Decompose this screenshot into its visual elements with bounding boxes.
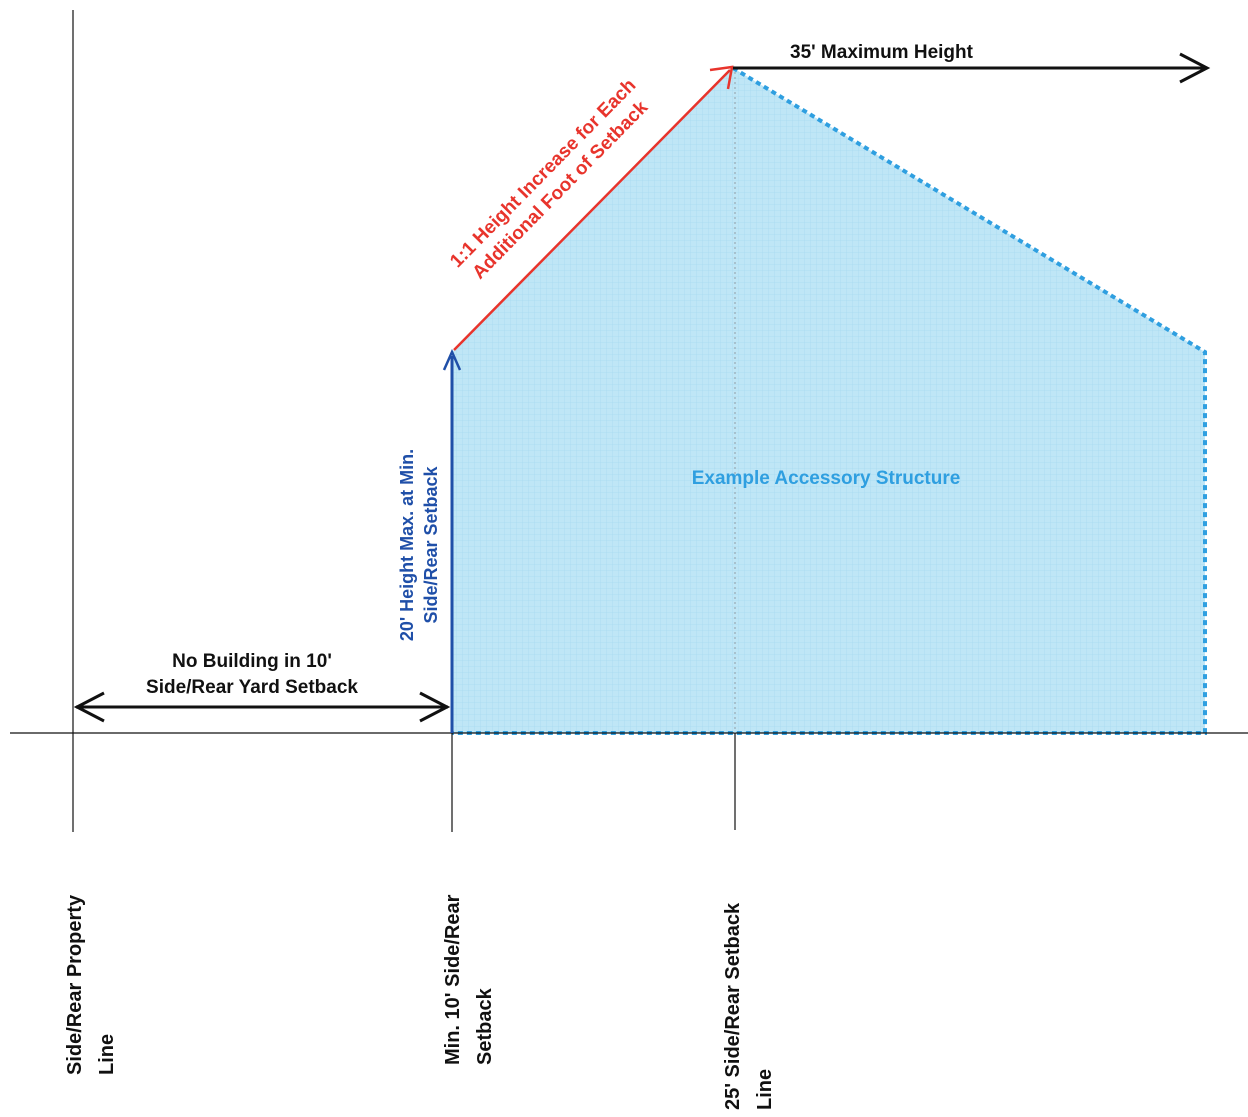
no-building-label-line1: No Building in 10' [172,651,332,672]
property-line-label-2: Line [96,1034,118,1075]
min-height-label-line1: 20' Height Max. at Min. [397,449,417,641]
slope-arrow [453,69,731,351]
property-line-label-1: Side/Rear Property [64,894,86,1075]
max-height-arrowhead [1179,52,1211,84]
min-setback-label-2: Setback [474,987,496,1065]
no-building-label-line2: Side/Rear Yard Setback [146,677,358,698]
no-building-arrowhead-right [419,691,451,723]
example-accessory-structure [452,68,1205,733]
setback-25-label-1: 25' Side/Rear Setback [722,902,744,1110]
min-height-label-line2: Side/Rear Setback [421,465,441,623]
no-building-arrowhead-left [73,691,105,723]
setback-25-label-2: Line [754,1069,776,1110]
max-height-label: 35' Maximum Height [790,42,974,63]
structure-label: Example Accessory Structure [692,468,961,489]
min-height-arrowhead [442,348,462,371]
min-setback-label-1: Min. 10' Side/Rear [442,894,464,1065]
slope-arrowhead [709,65,734,90]
